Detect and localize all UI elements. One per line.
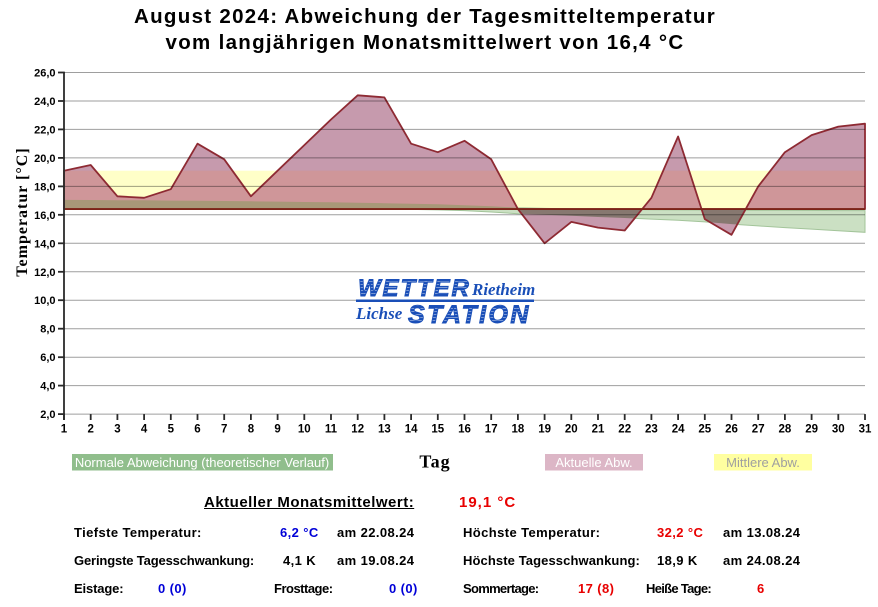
svg-text:6: 6 — [194, 424, 200, 436]
svg-text:WETTER: WETTER — [358, 275, 471, 302]
svg-text:18,0: 18,0 — [34, 181, 55, 193]
svg-text:24: 24 — [672, 424, 685, 436]
svg-text:Rietheim: Rietheim — [471, 280, 535, 299]
svg-text:7: 7 — [221, 424, 227, 436]
svg-text:2: 2 — [87, 424, 93, 436]
svg-text:29: 29 — [805, 424, 818, 436]
svg-text:17: 17 — [485, 424, 498, 436]
svg-text:18: 18 — [512, 424, 525, 436]
svg-text:4: 4 — [141, 424, 148, 436]
svg-text:Mittlere Abw.: Mittlere Abw. — [726, 455, 800, 470]
svg-text:3: 3 — [114, 424, 120, 436]
svg-text:13: 13 — [378, 424, 391, 436]
svg-text:Temperatur [°C]: Temperatur [°C] — [14, 147, 31, 276]
svg-text:12,0: 12,0 — [34, 267, 55, 279]
svg-text:26: 26 — [725, 424, 738, 436]
svg-text:14,0: 14,0 — [34, 238, 55, 250]
svg-text:15: 15 — [431, 424, 444, 436]
svg-text:20,0: 20,0 — [34, 153, 55, 165]
svg-text:4,0: 4,0 — [40, 381, 55, 393]
svg-text:19: 19 — [538, 424, 551, 436]
svg-text:31: 31 — [859, 424, 872, 436]
svg-text:14: 14 — [405, 424, 418, 436]
svg-text:8: 8 — [248, 424, 255, 436]
svg-text:5: 5 — [168, 424, 175, 436]
svg-text:16: 16 — [458, 424, 471, 436]
svg-text:21: 21 — [592, 424, 605, 436]
svg-text:Tag: Tag — [419, 452, 450, 472]
svg-text:11: 11 — [325, 424, 338, 436]
svg-text:STATION: STATION — [408, 301, 531, 329]
svg-text:2,0: 2,0 — [40, 409, 55, 421]
svg-text:16,0: 16,0 — [34, 210, 55, 222]
svg-text:Aktuelle Abw.: Aktuelle Abw. — [555, 455, 632, 470]
svg-text:22: 22 — [618, 424, 631, 436]
svg-text:30: 30 — [832, 424, 845, 436]
svg-text:24,0: 24,0 — [34, 96, 55, 108]
svg-text:23: 23 — [645, 424, 658, 436]
svg-text:Normale Abweichung (theoretisc: Normale Abweichung (theoretischer Verlau… — [75, 455, 329, 470]
svg-text:20: 20 — [565, 424, 578, 436]
svg-text:27: 27 — [752, 424, 765, 436]
svg-text:28: 28 — [779, 424, 792, 436]
svg-text:9: 9 — [274, 424, 280, 436]
svg-text:1: 1 — [61, 424, 68, 436]
svg-text:Lichse: Lichse — [355, 304, 403, 323]
svg-text:26,0: 26,0 — [34, 68, 55, 80]
svg-text:10: 10 — [298, 424, 311, 436]
svg-text:10,0: 10,0 — [34, 295, 55, 307]
svg-text:6,0: 6,0 — [40, 352, 55, 364]
svg-text:12: 12 — [351, 424, 364, 436]
svg-text:22,0: 22,0 — [34, 124, 55, 136]
svg-text:25: 25 — [698, 424, 711, 436]
svg-text:8,0: 8,0 — [40, 324, 55, 336]
